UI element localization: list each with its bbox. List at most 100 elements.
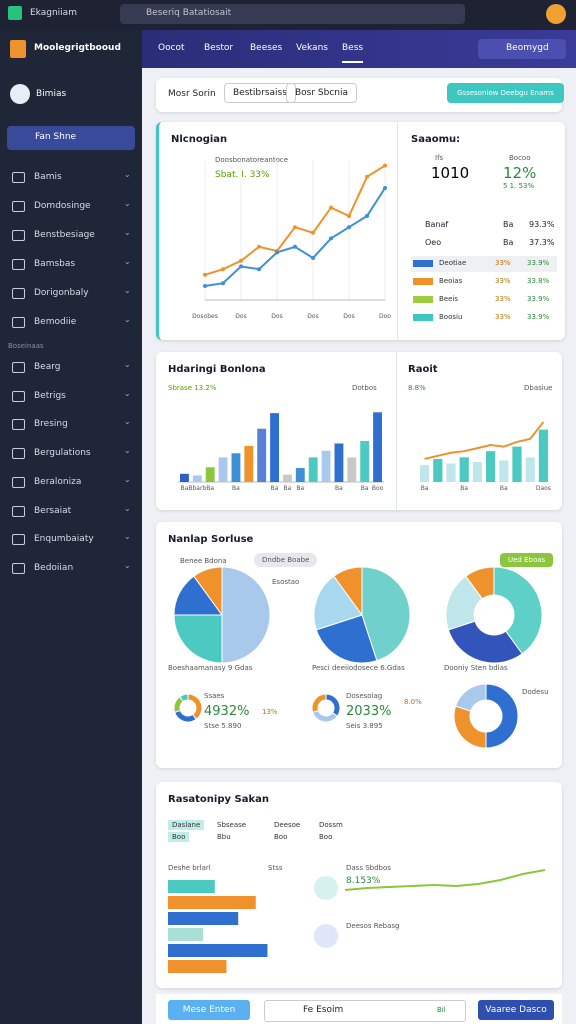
menu-icon [12,172,25,183]
card-title: Nanlap Sorluse [168,534,254,545]
input-label: Fe Esoim [303,1005,344,1015]
kpi-label: Ifs [435,154,444,162]
report-tab[interactable]: Deesoe [274,821,301,829]
menu-item[interactable]: Bedoiian [34,562,74,573]
menu-item[interactable]: Enqumbaiaty [34,534,94,545]
chevron: ⌄ [124,474,131,484]
legend: Benee Bdona [180,557,227,565]
kpi: 8.8% [408,384,426,392]
menu-icon [12,317,25,328]
address-bar[interactable]: Beseriq Batatiosait [120,4,465,24]
menu-icon [12,259,25,270]
bar-value: 33% [495,277,511,285]
report-tab[interactable]: Daslane [168,820,205,830]
menu-icon [12,534,25,546]
stats-title: Saaomu: [411,134,461,145]
tab[interactable]: Dndbe Boabe [254,553,318,567]
menu-item[interactable]: Beraloniza [34,476,82,487]
nav-tab[interactable]: Bestor [204,43,234,53]
right-note: Deesos Rebasg [346,922,400,930]
card-title: Raoit [408,364,438,375]
menu-icon [12,562,25,574]
menu-item[interactable]: Bearg [34,362,61,372]
nav-button[interactable]: Beomygd [478,39,566,59]
legend: Doosbonatoreantoce [215,156,289,164]
overview-card: Nlcnogian Doosbonatoreantoce Sbat. I. 33… [156,122,565,340]
left-note: Stss [268,864,283,872]
chevron: ⌄ [124,446,131,456]
report-card: Rasatonipy Sakan Daslane Boo Sbsease Bbu Dee… [156,782,562,988]
bar-pct: 33.9% [527,295,550,303]
browser-bar: Ekagniiam Beseriq Batatiosait [0,0,576,30]
bar-pct: 33.9% [527,259,550,267]
divider [397,122,398,340]
stat-cell: 37.3% [529,238,555,247]
menu-item[interactable]: Bergulations [34,448,91,459]
menu-item[interactable]: Betrigs [34,390,66,401]
report-tab[interactable]: Boo [319,833,333,841]
swatch [413,278,433,285]
bar-value: 33% [495,259,511,267]
stat-cell: Banaf [425,220,449,229]
bar-name: Beeis [439,295,459,303]
nav-button-label: Beomygd [506,43,549,53]
badge[interactable]: Ued Eboas [500,553,554,567]
workspace-icon [10,84,30,104]
bars-card: Hdaringi Bonlona Sbrase 13.2% Dotbos Rao… [156,352,562,510]
stat-cell: 93.3% [529,220,555,229]
chevron: ⌄ [124,532,131,542]
pie-label: Dooniy Sten bdlas [444,664,508,672]
filter-button[interactable]: Gssesoniow Deebgu Enams [447,83,564,103]
chevron: ⌄ [124,257,131,266]
card-title: Rasatonipy Sakan [168,794,269,805]
menu-item[interactable]: Benstbesiage [34,230,95,240]
chevron: ⌄ [124,199,131,208]
filter[interactable]: Bestibrsaiss [224,83,296,103]
menu-icon [12,288,25,299]
report-tab[interactable]: Boo [274,833,288,841]
donut-title: Ssaes [204,692,225,700]
report-tab[interactable]: Sbsease [217,821,247,829]
left-title: Deshe brlarl [168,864,211,872]
card-title: Hdaringi Bonlona [168,364,266,375]
bar-pct: 33.9% [527,313,550,321]
chevron: ⌄ [124,388,131,398]
report-tab[interactable]: Boo [168,832,190,842]
menu-icon [12,362,25,373]
chevron: ⌄ [124,315,131,324]
avatar[interactable] [546,4,566,24]
donut-note: Stse 5.890 [204,722,242,730]
donut-value: 2033% [346,704,392,719]
footer-button[interactable]: Mese Enten [168,1000,250,1020]
menu-item[interactable]: Bersaiat [34,505,72,516]
menu-item[interactable]: Bamis [34,172,62,182]
menu-item[interactable]: Domdosinge [34,201,91,211]
report-tab[interactable]: Bbu [217,833,231,841]
footer-input[interactable]: Fe Esoim Bil [264,1000,466,1022]
workspace[interactable]: Bimias [36,89,67,99]
donut-title: Dodesu [522,688,549,696]
icon [314,876,338,900]
stat-cell: Ba [503,220,514,229]
chevron: ⌄ [124,228,131,237]
menu-item[interactable]: Bamsbas [34,259,76,269]
filter[interactable]: Bosr Sbcnia [286,83,358,103]
menu-item[interactable]: Bresing [34,419,68,430]
filter[interactable]: Mosr Sorin [168,89,216,99]
pies-card: Nanlap Sorluse Benee Bdona Dndbe Boabe U… [156,522,562,768]
nav-tab[interactable]: Vekans [296,43,328,53]
nav-tab[interactable]: Beeses [250,43,283,53]
footer-button[interactable]: Vaaree Dasco [478,1000,554,1020]
active-item[interactable]: Fan Shne [7,126,135,150]
nav-tab[interactable]: Oocot [158,43,185,53]
nav-tab[interactable]: Bess [342,43,364,63]
pie-label: Pesci deeiiodosece 6.Gdas [312,664,405,672]
chevron: ⌄ [124,360,131,369]
menu-item[interactable]: Dorigonbaly [34,288,89,298]
icon [314,924,338,948]
donut-note: Seis 3.895 [346,722,383,730]
report-tab[interactable]: Dossm [319,821,343,829]
bar-name: Boosiu [439,313,463,321]
swatch [413,296,433,303]
menu-item[interactable]: Bemodiie [34,317,77,327]
